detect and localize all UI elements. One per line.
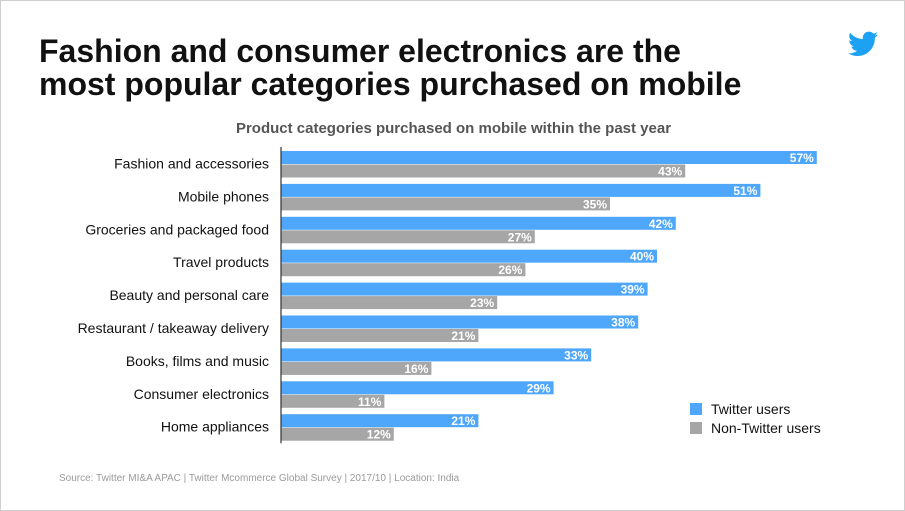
data-label: 40% [630,250,654,264]
category-label: Home appliances [161,419,269,435]
bar [281,427,394,441]
data-label: 21% [451,329,475,343]
data-label: 12% [367,428,391,442]
data-label: 35% [583,197,607,211]
data-label: 27% [508,230,532,244]
bar [281,151,817,164]
bar [281,216,676,230]
category-label: Books, films and music [126,353,269,369]
legend-label: Non-Twitter users [711,420,821,436]
category-label: Restaurant / takeaway delivery [78,320,269,336]
data-label: 43% [658,165,682,179]
twitter-bird-icon [848,31,878,56]
page-title: Fashion and consumer electronics are the… [39,35,839,101]
bar [281,249,657,263]
bar [281,361,432,375]
data-label: 29% [527,381,551,395]
legend-label: Twitter users [711,401,790,417]
bar [281,329,479,342]
bar [281,230,535,244]
bar [281,381,554,395]
bar [281,183,761,197]
data-label: 33% [564,348,588,362]
bar [281,197,610,211]
legend-swatch [690,422,702,434]
bar [281,164,686,178]
source-note: Source: Twitter MI&A APAC | Twitter Mcom… [59,473,460,484]
data-label: 39% [621,283,645,297]
data-label: 23% [470,296,494,310]
category-label: Consumer electronics [134,386,269,402]
category-label: Travel products [173,254,269,270]
data-label: 42% [649,217,673,231]
category-label: Beauty and personal care [109,287,269,303]
legend-swatch [690,403,702,415]
bar [281,296,498,310]
data-label: 57% [790,151,814,165]
bar [281,414,479,428]
bar [281,282,648,296]
data-label: 21% [451,414,475,428]
title-line-2: most popular categories purchased on mob… [39,66,742,102]
bar [281,394,385,408]
bar [281,263,526,277]
category-label: Mobile phones [178,188,269,204]
category-label: Fashion and accessories [114,156,269,172]
chart-subtitle: Product categories purchased on mobile w… [235,120,672,137]
data-label: 51% [733,184,757,198]
bar [281,315,639,329]
data-label: 38% [611,316,635,330]
category-label: Groceries and packaged food [85,221,269,237]
title-line-1: Fashion and consumer electronics are the [39,33,681,69]
data-label: 26% [498,263,522,277]
data-label: 16% [404,362,428,376]
bar [281,348,592,362]
data-label: 11% [358,395,382,409]
